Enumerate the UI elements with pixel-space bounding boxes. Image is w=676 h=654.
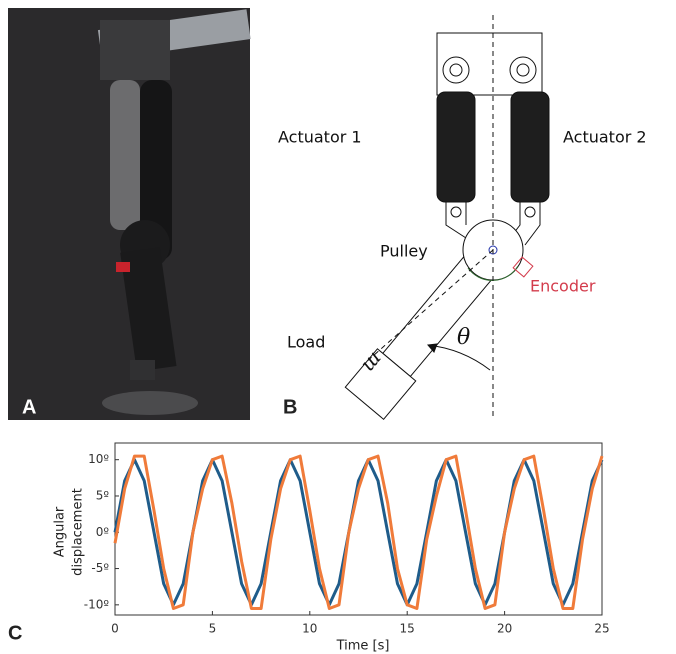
y-tick-label: 0º (96, 525, 110, 539)
panel-label: C (8, 622, 22, 644)
y-axis-label: displacement (71, 488, 86, 576)
y-tick-label: 5º (96, 488, 110, 502)
x-tick-label: 20 (497, 622, 512, 636)
pulley-label: Pulley (380, 242, 428, 261)
x-tick-label: 15 (400, 622, 415, 636)
x-tick-label: 25 (594, 622, 609, 636)
angle-label: θ (457, 325, 470, 350)
panel-label: B (283, 396, 297, 418)
data-line (113, 454, 604, 610)
y-axis-label: Angular (53, 506, 68, 557)
y-tick-label: -5º (91, 561, 109, 575)
y-tick-label: -10º (84, 597, 110, 611)
encoder-label: Encoder (530, 277, 596, 296)
actuator-label: Actuator 2 (563, 128, 647, 147)
diagram (344, 15, 550, 420)
data-line (113, 458, 604, 607)
x-tick-label: 0 (111, 622, 119, 636)
load-label: Load (287, 333, 325, 352)
actuator-label: Actuator 1 (278, 128, 362, 147)
x-tick-label: 5 (209, 622, 217, 636)
x-axis-label: Time [s] (336, 639, 390, 654)
y-tick-label: 10º (88, 452, 109, 466)
x-tick-label: 10 (302, 622, 317, 636)
photo (8, 8, 251, 420)
panel-label: A (22, 396, 36, 418)
